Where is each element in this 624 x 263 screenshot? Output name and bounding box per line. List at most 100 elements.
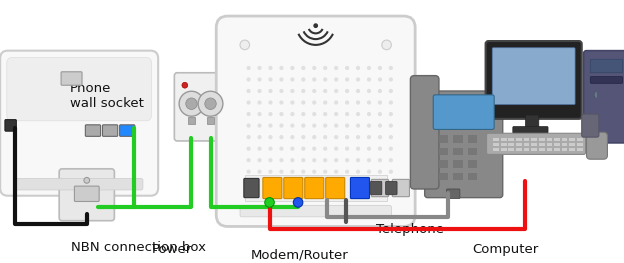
FancyBboxPatch shape [16,178,143,190]
Bar [467,160,477,168]
Circle shape [389,135,393,139]
Circle shape [356,100,360,105]
Bar [467,173,477,180]
Bar [562,143,567,146]
Circle shape [378,158,382,162]
Circle shape [389,66,393,70]
Circle shape [290,66,295,70]
Circle shape [389,112,393,116]
Circle shape [265,198,275,207]
Circle shape [301,135,305,139]
Circle shape [356,158,360,162]
Circle shape [367,146,371,151]
Circle shape [389,170,393,174]
Circle shape [280,77,283,82]
Circle shape [323,112,328,116]
Bar [501,143,507,146]
Bar [493,148,499,151]
Circle shape [268,135,273,139]
Circle shape [301,77,305,82]
Circle shape [334,100,338,105]
Circle shape [323,123,328,128]
FancyBboxPatch shape [263,178,282,199]
Circle shape [280,66,283,70]
Bar [493,138,499,141]
Circle shape [356,77,360,82]
Bar [467,148,477,155]
Circle shape [367,100,371,105]
Bar [524,143,529,146]
Text: Modem/Router: Modem/Router [251,248,349,261]
Bar [569,143,575,146]
Circle shape [301,89,305,93]
Circle shape [389,158,393,162]
Circle shape [323,158,328,162]
Circle shape [356,123,360,128]
Bar [539,138,545,141]
Circle shape [301,146,305,151]
Circle shape [258,135,261,139]
Circle shape [323,89,328,93]
Circle shape [389,146,393,151]
Bar [554,138,560,141]
Bar [516,138,522,141]
Circle shape [84,178,90,183]
Circle shape [290,181,295,185]
Circle shape [290,77,295,82]
Circle shape [356,146,360,151]
Circle shape [323,181,328,185]
FancyBboxPatch shape [392,179,409,197]
Circle shape [258,100,261,105]
Bar [524,138,529,141]
Circle shape [323,146,328,151]
Circle shape [205,98,217,109]
Bar [245,175,387,201]
Circle shape [312,77,316,82]
Circle shape [290,100,295,105]
FancyBboxPatch shape [487,133,585,154]
Circle shape [246,170,251,174]
Circle shape [290,146,295,151]
Bar [531,138,537,141]
Circle shape [293,198,303,207]
Circle shape [258,158,261,162]
Circle shape [345,146,349,151]
Circle shape [378,146,382,151]
Circle shape [258,146,261,151]
Circle shape [280,112,283,116]
Bar [453,160,463,168]
Circle shape [382,40,391,50]
FancyBboxPatch shape [492,48,575,104]
Circle shape [301,100,305,105]
FancyBboxPatch shape [0,51,158,196]
Circle shape [290,112,295,116]
Circle shape [301,66,305,70]
Circle shape [268,158,273,162]
Circle shape [345,66,349,70]
Bar [493,143,499,146]
Circle shape [268,146,273,151]
Circle shape [312,170,316,174]
Circle shape [389,100,393,105]
Circle shape [334,89,338,93]
Circle shape [323,66,328,70]
Circle shape [313,23,318,28]
Circle shape [246,158,251,162]
FancyBboxPatch shape [590,77,623,83]
FancyBboxPatch shape [61,72,82,85]
FancyBboxPatch shape [386,181,397,195]
Circle shape [258,170,261,174]
FancyBboxPatch shape [174,73,228,141]
Bar [547,143,552,146]
Text: Computer: Computer [472,243,538,256]
Bar [539,148,545,151]
Circle shape [280,170,283,174]
Circle shape [345,181,349,185]
Circle shape [334,158,338,162]
Bar [554,143,560,146]
FancyBboxPatch shape [85,125,100,136]
Circle shape [182,82,188,88]
Circle shape [378,77,382,82]
Circle shape [280,100,283,105]
Bar [453,135,463,143]
